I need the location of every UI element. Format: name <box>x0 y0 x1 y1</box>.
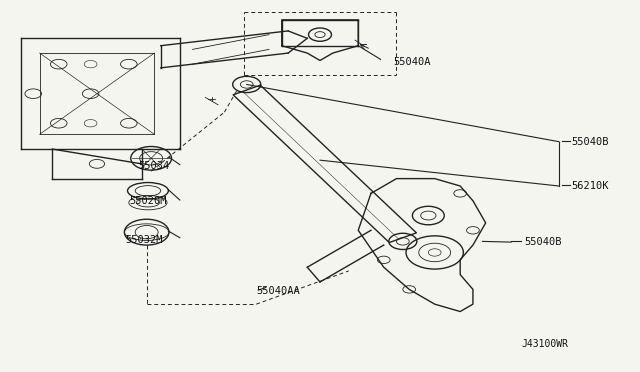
Text: 55020M: 55020M <box>129 196 166 206</box>
Text: J43100WR: J43100WR <box>522 339 568 349</box>
Text: 55040B: 55040B <box>572 137 609 147</box>
Text: 55040AA: 55040AA <box>256 286 300 296</box>
Text: 56210K: 56210K <box>572 181 609 191</box>
Text: 55032M: 55032M <box>125 234 163 244</box>
Text: 55034: 55034 <box>138 161 170 171</box>
Text: 55040B: 55040B <box>524 237 561 247</box>
Text: 55040A: 55040A <box>394 57 431 67</box>
